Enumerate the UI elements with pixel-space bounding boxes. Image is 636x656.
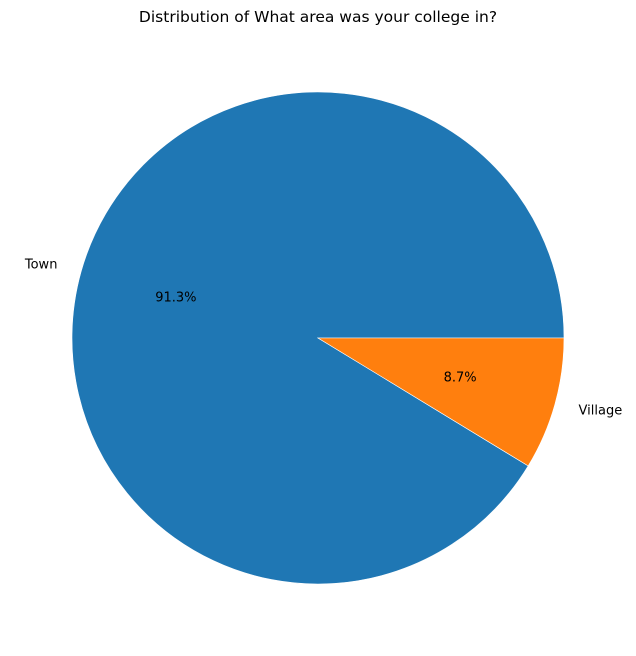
pie-labels: Town 91.3% Village 8.7%: [24, 257, 622, 418]
pct-label-town: 91.3%: [155, 291, 196, 306]
pct-label-village: 8.7%: [444, 370, 477, 385]
pie-slice-village: [316, 337, 565, 467]
pie-slices: [71, 91, 565, 585]
slice-label-village: Village: [579, 404, 623, 419]
slice-label-town: Town: [24, 257, 58, 272]
chart-title: Distribution of What area was your colle…: [139, 8, 497, 26]
